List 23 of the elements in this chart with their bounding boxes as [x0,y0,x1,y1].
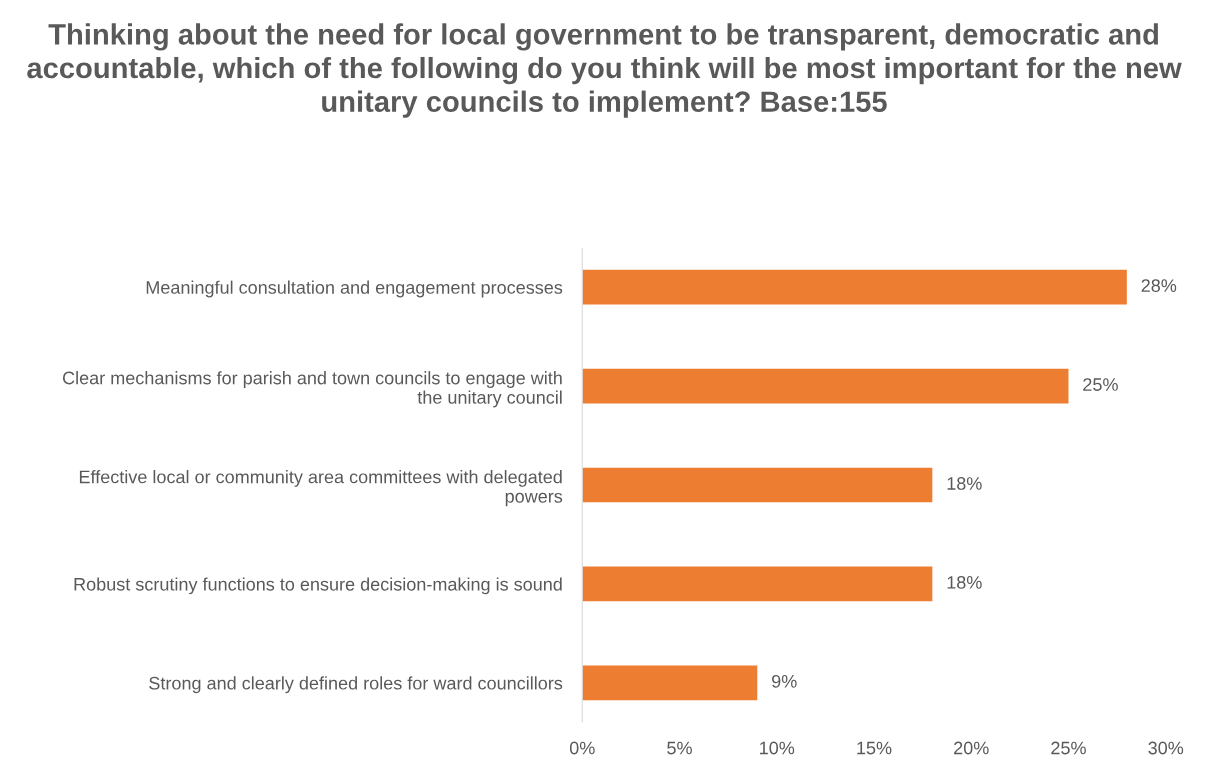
data-label: 25% [1083,378,1118,391]
chart-title: Thinking about the need for local government to be transparent, democratic and accountable, which of the following do you think will be most important for the new unitary councils to implement? Base:155 [27,23,1182,118]
bar [582,269,1127,305]
bar [582,665,758,701]
data-label: 18% [947,575,982,589]
x-tick-label: 5% [667,741,692,755]
y-tick-label: Robust scrutiny functions to ensure decision-making is sound [74,577,562,595]
data-label: 9% [772,674,797,688]
x-tick-label: 10% [760,741,795,755]
y-tick-label: Meaningful consultation and engagement processes [146,280,563,298]
x-tick-label: 30% [1148,741,1184,755]
bar [582,467,933,503]
x-tick-label: 20% [954,741,989,755]
data-label: 28% [1141,279,1177,292]
x-tick-label: 15% [857,741,892,755]
bar [582,368,1069,404]
x-tick-label: 25% [1051,741,1086,755]
y-tick-label: Effective local or community area committees with delegated powers [79,470,563,507]
y-tick-label: Clear mechanisms for parish and town councils to engage with the unitary council [62,371,562,408]
x-tick-label: 0% [569,741,595,755]
bar [582,566,933,602]
data-label: 18% [947,477,982,490]
y-tick-label: Strong and clearly defined roles for ward councillors [149,676,563,694]
